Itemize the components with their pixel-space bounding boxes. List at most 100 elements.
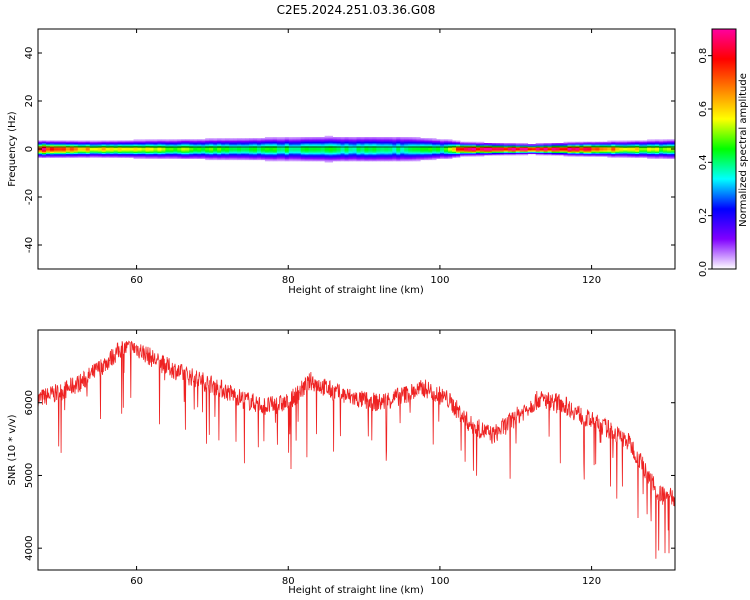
spectrogram-cell: [316, 143, 322, 145]
spectrogram-cell: [324, 141, 330, 144]
spectrogram-cell: [388, 155, 393, 157]
spectrogram-cell: [579, 149, 584, 151]
spectrogram-cell: [499, 151, 505, 153]
spectrogram-cell: [229, 153, 234, 156]
spectrogram-cell: [189, 157, 194, 159]
spectrogram-cell: [153, 151, 158, 153]
spectrogram-cell: [452, 152, 457, 155]
spectrogram-cell: [209, 157, 214, 159]
spectrogram-cell: [125, 149, 130, 151]
spectrogram-cell: [639, 145, 644, 147]
spectrogram-cell: [109, 149, 115, 151]
spectrogram-cell: [300, 140, 306, 143]
spectrogram-cell: [181, 147, 186, 150]
spectrogram-cell: [340, 140, 345, 143]
spectrogram-cell: [499, 144, 505, 146]
spectrogram-cell: [264, 140, 270, 143]
spectrogram-cell: [249, 150, 254, 152]
spectrogram-cell: [408, 138, 413, 140]
spectrogram-cell: [189, 150, 194, 152]
spectrogram-cell: [627, 150, 632, 152]
spectrogram-cell: [659, 143, 664, 145]
spectrogram-cell: [456, 150, 461, 152]
spectrogram-cell: [280, 157, 286, 159]
spectrogram-cell: [153, 155, 158, 157]
spectrogram-cell: [304, 149, 310, 151]
spectrogram-cell: [201, 157, 206, 159]
spectrogram-cell: [109, 141, 115, 144]
spectrogram-cell: [73, 156, 79, 158]
spectrogram-cell: [376, 145, 381, 147]
spectrogram-cell: [463, 145, 469, 147]
spectrogram-cell: [619, 147, 624, 150]
spectrogram-cell: [241, 158, 246, 161]
spectrogram-cell: [77, 155, 83, 157]
spectrogram-cell: [547, 143, 552, 145]
spectrogram-cell: [65, 153, 71, 156]
spectrogram-cell: [659, 139, 664, 141]
spectrogram-cell: [133, 155, 138, 157]
spectrogram-cell: [531, 150, 537, 152]
spectrogram-cell: [444, 149, 449, 151]
spectrogram-cell: [631, 149, 636, 151]
spectrogram-cell: [587, 147, 592, 150]
spectrogram-cell: [340, 150, 345, 152]
spectrogram-cell: [189, 147, 194, 150]
spectrogram-cell: [567, 144, 572, 146]
spectrogram-cell: [229, 147, 234, 150]
spectrogram-cell: [189, 152, 194, 155]
spectrogram-cell: [69, 140, 75, 143]
spectrogram-cell: [264, 139, 270, 141]
spectrogram-cell: [651, 152, 656, 155]
spectrogram-cell: [181, 153, 186, 156]
spectrogram-cell: [292, 150, 298, 152]
spectrogram-cell: [169, 149, 174, 151]
spectrogram-cell: [217, 155, 222, 157]
spectrogram-cell: [380, 157, 385, 159]
spectrogram-cell: [324, 157, 330, 159]
spectrogram-cell: [316, 138, 322, 140]
spectrogram-cell: [523, 143, 529, 145]
spectrogram-cell: [225, 143, 230, 145]
spectrogram-cell: [65, 145, 71, 147]
spectrogram-cell: [408, 137, 413, 139]
spectrogram-cell: [264, 145, 270, 147]
spectrogram-cell: [304, 159, 310, 162]
spectrogram-cell: [348, 147, 353, 150]
spectrogram-cell: [575, 147, 580, 150]
spectrogram-cell: [117, 141, 123, 144]
spectrogram-cell: [288, 138, 294, 140]
spectrogram-cell: [408, 144, 413, 146]
spectrogram-cell: [284, 155, 290, 157]
spectrogram-cell: [205, 152, 210, 155]
spectrogram-cell: [575, 145, 580, 147]
spectrogram-cell: [288, 158, 294, 161]
spectrogram-cell: [316, 158, 322, 161]
spectrogram-cell: [643, 152, 648, 155]
spectrogram-cell: [368, 144, 373, 146]
spectrogram-cell: [276, 152, 282, 155]
spectrogram-cell: [475, 149, 481, 151]
spectrogram-cell: [623, 140, 628, 143]
spectrogram-cell: [284, 143, 290, 145]
spectrogram-cell: [185, 150, 190, 152]
spectrogram-cell: [61, 155, 67, 157]
spectrogram-cell: [53, 141, 59, 144]
spectrogram-cell: [225, 144, 230, 146]
spectrogram-cell: [651, 150, 656, 152]
spectrogram-cell: [448, 145, 453, 147]
spectrogram-cell: [324, 156, 330, 158]
spectrogram-cell: [408, 140, 413, 143]
spectrogram-cell: [559, 152, 564, 155]
spectrogram-cell: [412, 145, 417, 147]
spectrogram-cell: [376, 149, 381, 151]
spectrogram-cell: [213, 145, 218, 147]
spectrogram-cell: [655, 147, 660, 150]
spectrogram-cell: [627, 140, 632, 143]
spectrogram-cell: [479, 143, 485, 145]
spectrogram-cell: [81, 149, 87, 151]
spectrogram-cell: [205, 149, 210, 151]
spectrogram-cell: [121, 145, 126, 147]
spectrogram-cell: [356, 153, 361, 156]
spectrogram-cell: [372, 158, 377, 161]
